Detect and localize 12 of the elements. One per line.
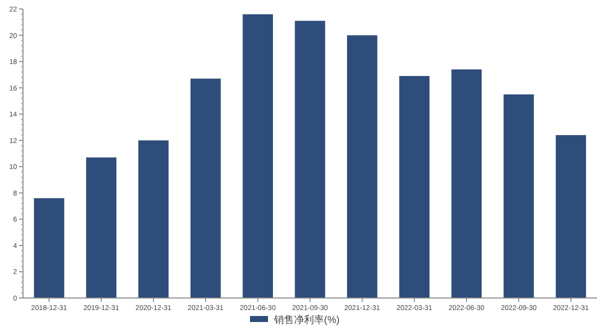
- bar: [556, 135, 586, 298]
- bar: [504, 94, 534, 298]
- bar: [399, 76, 430, 298]
- bar: [190, 78, 221, 298]
- bar: [242, 14, 273, 298]
- bar: [451, 69, 482, 298]
- bar: [34, 198, 64, 298]
- bar: [347, 35, 378, 298]
- bar: [86, 157, 116, 298]
- bar: [138, 140, 169, 298]
- bar: [294, 20, 326, 298]
- legend-label: 销售净利率(%): [273, 314, 340, 326]
